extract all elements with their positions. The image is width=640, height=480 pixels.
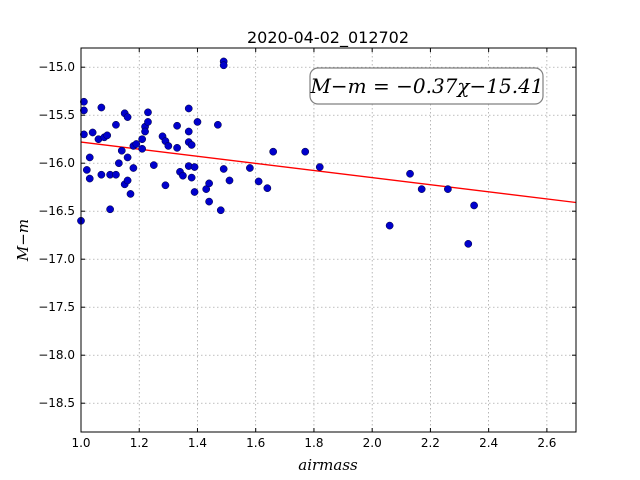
data-point xyxy=(97,103,106,112)
data-point xyxy=(216,206,225,215)
data-point xyxy=(115,159,123,168)
data-point xyxy=(123,176,132,185)
data-point xyxy=(126,190,135,198)
data-point xyxy=(129,164,138,172)
data-point xyxy=(112,170,120,179)
grid-lines xyxy=(80,48,576,432)
data-point xyxy=(190,163,199,171)
annotation-text: M−m = −0.37χ−15.41 xyxy=(309,74,543,98)
data-points xyxy=(77,57,478,248)
x-axis-label: airmass xyxy=(298,456,358,474)
data-point xyxy=(214,120,222,129)
data-point xyxy=(173,121,181,130)
data-point xyxy=(141,127,149,136)
data-point xyxy=(205,179,213,188)
y-tick-label: −15.0 xyxy=(38,60,75,74)
x-tick-label: 1.2 xyxy=(130,436,149,450)
data-point xyxy=(187,141,196,149)
data-point xyxy=(385,221,394,230)
data-point xyxy=(123,113,132,121)
chart-title: 2020-04-02_012702 xyxy=(247,28,409,48)
data-point xyxy=(406,169,414,178)
data-point xyxy=(88,128,97,137)
fit-line-layer xyxy=(80,141,577,204)
y-tick-label: −15.5 xyxy=(38,108,75,122)
data-point xyxy=(173,143,181,152)
x-tick-label: 2.4 xyxy=(479,436,498,450)
y-tick-label: −17.0 xyxy=(38,252,75,266)
data-point xyxy=(85,153,94,162)
data-point xyxy=(112,120,120,129)
data-point xyxy=(470,201,478,210)
data-point xyxy=(417,185,426,193)
data-point xyxy=(144,118,152,126)
data-point xyxy=(132,140,141,148)
data-point xyxy=(80,130,88,139)
axis-ticks: 1.0 1.2 1.4 1.6 1.8 2.0 2.2 2.4 2.6 −15.0 −15.5 −16… xyxy=(38,48,576,450)
data-point xyxy=(263,184,272,193)
data-point xyxy=(138,135,146,144)
data-point xyxy=(464,239,473,248)
x-tick-label: 1.6 xyxy=(246,436,265,450)
data-point xyxy=(149,161,158,169)
x-tick-label: 1.8 xyxy=(304,436,323,450)
data-point xyxy=(190,188,199,196)
data-point xyxy=(219,165,228,173)
data-point xyxy=(144,108,152,117)
x-tick-label: 1.0 xyxy=(71,436,90,450)
annotation-frame xyxy=(309,67,544,105)
data-point xyxy=(315,163,324,171)
data-point xyxy=(179,171,187,180)
data-point xyxy=(164,142,173,150)
plot-frame xyxy=(80,47,577,433)
data-point xyxy=(254,177,263,186)
x-tick-label: 2.0 xyxy=(363,436,382,450)
data-point xyxy=(161,181,170,190)
data-point xyxy=(184,127,193,136)
y-tick-label: −16.5 xyxy=(38,204,75,218)
data-point xyxy=(80,106,88,115)
data-point xyxy=(184,104,193,113)
y-tick-label: −18.5 xyxy=(38,396,75,410)
data-point xyxy=(246,164,254,172)
data-point xyxy=(138,144,146,153)
y-tick-label: −16.0 xyxy=(38,156,75,170)
data-point xyxy=(219,61,228,70)
data-point xyxy=(123,153,132,162)
x-tick-label: 1.4 xyxy=(188,436,207,450)
y-tick-label: −18.0 xyxy=(38,348,75,362)
data-point xyxy=(193,118,202,126)
data-point xyxy=(106,205,114,214)
data-point xyxy=(444,185,452,193)
x-tick-label: 2.6 xyxy=(537,436,556,450)
fit-line xyxy=(80,141,577,204)
data-point xyxy=(269,147,278,156)
data-point xyxy=(225,176,234,185)
data-point xyxy=(187,173,196,182)
annotation-box: M−m = −0.37χ−15.41 xyxy=(309,67,544,105)
data-point xyxy=(80,97,88,106)
data-point xyxy=(103,131,112,140)
data-point xyxy=(82,166,91,174)
data-point xyxy=(301,147,310,156)
data-point xyxy=(117,146,126,155)
y-axis-label: M−m xyxy=(14,219,32,262)
data-point xyxy=(85,174,94,183)
data-point xyxy=(97,170,106,179)
x-tick-label: 2.2 xyxy=(421,436,440,450)
data-point xyxy=(205,197,213,206)
y-tick-label: −17.5 xyxy=(38,300,75,314)
